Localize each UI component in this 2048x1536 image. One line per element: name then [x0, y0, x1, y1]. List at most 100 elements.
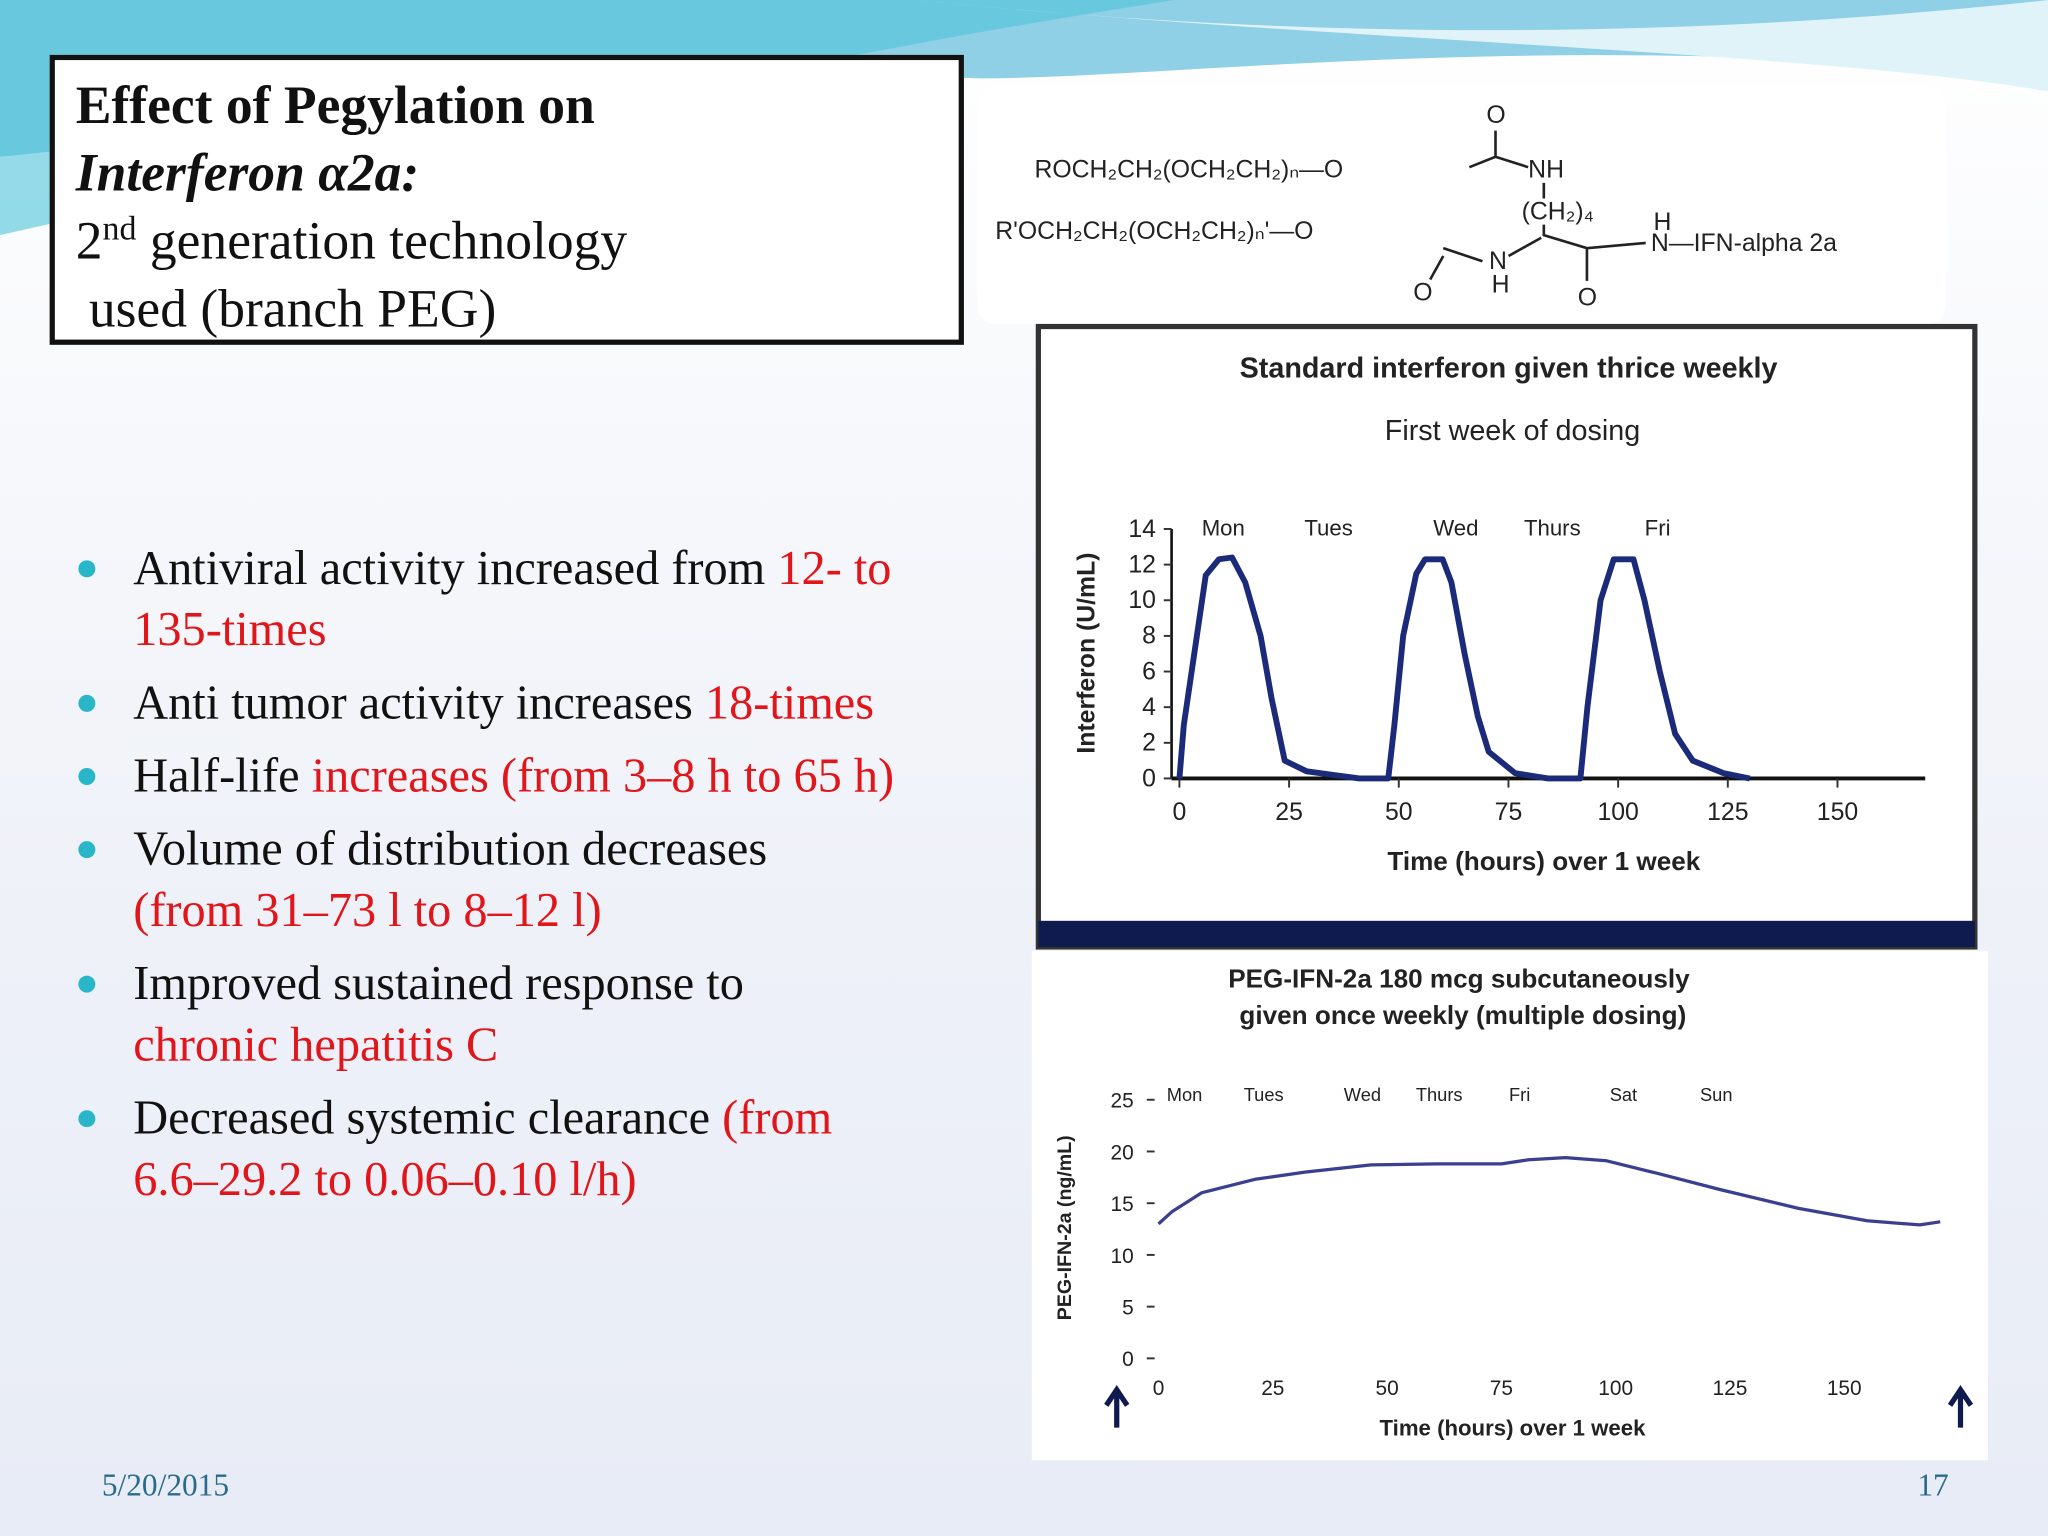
x-tick-label: 150	[1817, 799, 1858, 826]
footer-date: 5/20/2015	[101, 1469, 230, 1504]
bullet-line: 135-times	[133, 600, 1013, 661]
x-tick-label: 25	[1275, 799, 1303, 826]
bullet-line: Improved sustained response to	[133, 953, 1013, 1014]
x-tick-label: 0	[1173, 799, 1187, 826]
y-tick-label: 14	[1128, 516, 1156, 543]
bullet-text: Volume of distribution decreases	[133, 822, 768, 877]
structure: ROCH₂CH₂(OCH₂CH₂)ₙ—O R'OCH₂CH₂(OCH₂CH₂)ₙ…	[995, 102, 1837, 312]
chart-subtitle: First week of dosing	[1385, 415, 1640, 447]
day-label: Fri	[1509, 1084, 1530, 1105]
y-tick-label: 0	[1122, 1348, 1134, 1371]
x-tick-label: 125	[1707, 799, 1748, 826]
day-label: Wed	[1344, 1084, 1381, 1105]
bullet-line: Volume of distribution decreases	[133, 819, 1013, 880]
bullet-line: Decreased systemic clearance (from	[133, 1088, 1013, 1149]
chem-text: O	[1486, 102, 1505, 129]
charts: Standard interferon given thrice weekly F…	[1054, 352, 1941, 1440]
chart-frame	[1031, 950, 1988, 1461]
title-text: generation technology	[149, 210, 628, 271]
chem-text: R'OCH₂CH₂(OCH₂CH₂)ₙ'—O	[995, 218, 1313, 245]
bullet-text: Improved sustained response to	[133, 957, 744, 1011]
bullet-highlight: (from 31–73 l to 8–12 l)	[133, 884, 602, 938]
chem-text: ROCH₂CH₂(OCH₂CH₂)ₙ—O	[1034, 157, 1343, 184]
title-line: Interferon α2a:	[75, 142, 420, 203]
y-tick-label: 10	[1110, 1245, 1133, 1268]
x-tick-label: 50	[1385, 799, 1413, 826]
bullet-line: 6.6–29.2 to 0.06–0.10 l/h)	[133, 1149, 1013, 1210]
bullet: Anti tumor activity increases 18-times	[73, 673, 1013, 734]
title-text: 2	[75, 210, 103, 271]
y-tick-label: 8	[1142, 623, 1156, 650]
bullet: Antiviral activity increased from 12- to 1…	[73, 538, 1013, 661]
y-tick-label: 5	[1122, 1296, 1134, 1319]
y-tick-label: 25	[1110, 1090, 1133, 1113]
chart-subtitle: given once weekly (multiple dosing)	[1239, 1000, 1686, 1030]
bond	[1429, 130, 1646, 281]
title-box: Effect of Pegylation on Interferon α2a: …	[49, 54, 964, 345]
bullet-text: Antiviral activity increased from	[133, 542, 766, 596]
bullet-line: chronic hepatitis C	[133, 1015, 1013, 1076]
chart-frame-bar	[1038, 920, 1975, 947]
y-tick-label: 15	[1110, 1193, 1133, 1216]
bullet-text: Half-life	[133, 749, 300, 804]
bullet-highlight: (from	[722, 1091, 833, 1146]
x-axis-label: Time (hours) over 1 week	[1380, 1415, 1647, 1440]
bullet-highlight: 6.6–29.2 to 0.06–0.10 l/h)	[133, 1153, 637, 1207]
day-label: Sun	[1700, 1084, 1733, 1105]
y-tick-label: 12	[1128, 551, 1156, 578]
day-label: Fri	[1645, 516, 1671, 541]
bullet: Half-life increases (from 3–8 h to 65 h)	[73, 746, 1013, 807]
bullet: Volume of distribution decreases (from 31…	[73, 819, 1013, 942]
title-line: Effect of Pegylation on	[75, 74, 595, 135]
chart-title: Standard interferon given thrice weekly	[1240, 352, 1778, 384]
title-line: used (branch PEG)	[88, 278, 497, 339]
y-tick-label: 10	[1128, 587, 1156, 614]
y-tick-label: 6	[1142, 658, 1156, 685]
y-axis-label: Interferon (U/mL)	[1074, 552, 1101, 753]
day-label: Sat	[1610, 1084, 1637, 1105]
day-label: Wed	[1433, 516, 1478, 541]
dose-arrow	[1104, 1385, 1974, 1428]
bullet: Improved sustained response to chronic he…	[73, 953, 1013, 1076]
bullet-text: Decreased systemic clearance	[133, 1091, 711, 1146]
bullet-line: (from 31–73 l to 8–12 l)	[133, 880, 1013, 941]
y-tick-label: 20	[1110, 1141, 1133, 1164]
x-axis-label: Time (hours) over 1 week	[1387, 846, 1700, 876]
data-line	[1157, 1156, 1941, 1227]
day-label: Tues	[1244, 1084, 1284, 1105]
title-sup: nd	[102, 209, 137, 248]
x-tick-label: 50	[1375, 1377, 1398, 1400]
y-tick-label: 2	[1142, 730, 1156, 757]
day-label: Mon	[1167, 1084, 1203, 1105]
title-line: 2nd generation technology	[76, 206, 959, 274]
bullet-line: Anti tumor activity increases 18-times	[133, 673, 1013, 734]
chem-text: (CH₂)₄	[1522, 198, 1594, 225]
bullet-highlight: increases (from 3–8 h to 65 h)	[311, 749, 895, 804]
x-tick-label: 75	[1490, 1377, 1513, 1400]
y-axis-label: PEG-IFN-2a (ng/mL)	[1054, 1135, 1076, 1320]
y-tick-label: 0	[1142, 765, 1156, 792]
bullet: Decreased systemic clearance (from 6.6–29.…	[73, 1088, 1013, 1211]
chem-text: H	[1492, 272, 1510, 299]
x-tick-label: 100	[1597, 799, 1638, 826]
bullet-highlight: chronic hepatitis C	[133, 1018, 499, 1073]
bullet-line: Half-life increases (from 3–8 h to 65 h)	[133, 746, 1013, 807]
data-line	[1176, 554, 1751, 782]
x-tick-label: 125	[1713, 1377, 1748, 1400]
bullet-highlight: 135-times	[133, 603, 327, 657]
page-number: 17	[1917, 1469, 1949, 1504]
bullet-list: Antiviral activity increased from 12- to 1…	[73, 538, 1013, 1222]
x-tick-label: 75	[1495, 799, 1523, 826]
y-tick-label: 4	[1142, 694, 1156, 721]
bullet-line: Antiviral activity increased from 12- to	[133, 538, 1013, 599]
structure-card	[976, 86, 1947, 324]
day-label: Mon	[1202, 516, 1245, 541]
day-label: Tues	[1304, 516, 1353, 541]
chem-text: NH	[1528, 157, 1564, 184]
bullet-highlight: 18-times	[704, 676, 875, 731]
bullet-text: Anti tumor activity increases	[133, 676, 693, 731]
chem-text: O	[1578, 285, 1597, 312]
